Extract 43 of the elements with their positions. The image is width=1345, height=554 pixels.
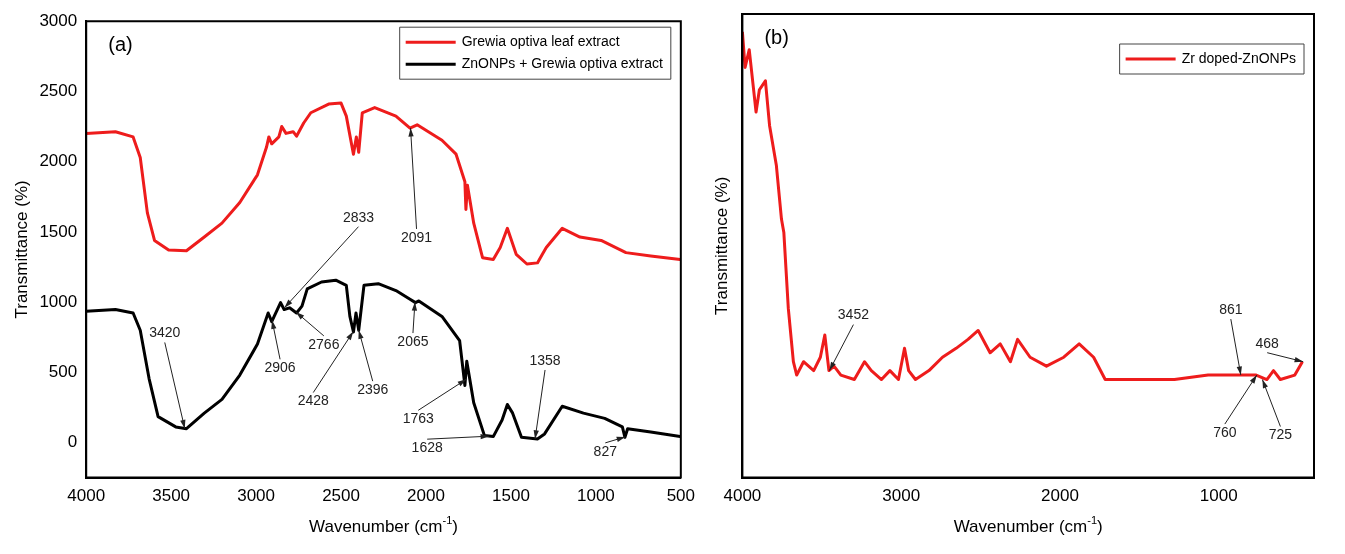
x-tick-label: 1500: [492, 486, 530, 506]
annotation: 2396: [357, 381, 389, 398]
annotation: 468: [1255, 334, 1280, 351]
annotation: 1358: [529, 351, 561, 368]
annotation: 827: [593, 442, 618, 459]
annotation: (b): [764, 25, 789, 48]
x-tick-label: 3000: [237, 486, 276, 506]
annotation: 1763: [402, 410, 435, 427]
x-tick-label: 2000: [1041, 486, 1079, 506]
x-tick-label: 2000: [407, 486, 445, 506]
legend-label: Grewia optiva leaf extract: [461, 33, 620, 50]
x-tick-label: 500: [666, 486, 696, 506]
y-axis-title: Transmittance (%): [711, 176, 731, 315]
y-tick-label: 2500: [39, 81, 78, 101]
annotation: 2428: [297, 392, 330, 409]
annotation: (a): [108, 32, 133, 55]
annotation: 2065: [397, 332, 429, 349]
y-tick-label: 2000: [39, 151, 78, 171]
x-tick-label: 4000: [67, 486, 106, 506]
y-tick-label: 1000: [39, 291, 78, 311]
y-tick-label: 0: [67, 432, 78, 452]
x-tick-label: 3500: [152, 486, 191, 506]
annotation: 3452: [837, 306, 870, 323]
x-tick-label: 1000: [1199, 486, 1238, 506]
annotation: 861: [1219, 300, 1243, 317]
y-axis-title: Transmittance (%): [11, 180, 31, 319]
annotation: 2766: [308, 335, 340, 352]
x-tick-label: 2500: [322, 486, 360, 506]
annotation: 725: [1268, 426, 1293, 443]
legend-label: ZnONPs + Grewia optiva extract: [461, 55, 663, 72]
x-tick-label: 3000: [882, 486, 921, 506]
annotation: 2833: [342, 208, 375, 225]
x-tick-label: 1000: [576, 486, 615, 506]
annotation: 760: [1213, 423, 1237, 440]
annotation: 3420: [149, 324, 181, 341]
annotation: 2906: [264, 359, 296, 376]
legend-label: Zr doped-ZnONPs: [1181, 49, 1296, 66]
y-tick-label: 500: [48, 361, 78, 381]
y-tick-label: 3000: [39, 10, 78, 30]
annotation: 2091: [400, 228, 433, 245]
y-tick-label: 1500: [39, 221, 78, 241]
annotation: 1628: [411, 439, 443, 456]
x-tick-label: 4000: [723, 486, 762, 506]
